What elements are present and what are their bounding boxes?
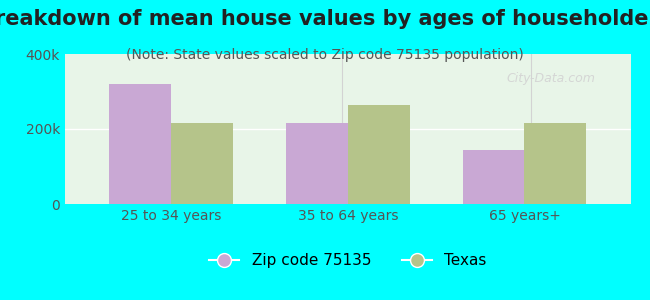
Text: (Note: State values scaled to Zip code 75135 population): (Note: State values scaled to Zip code 7… (126, 48, 524, 62)
Bar (286, 123, 348, 204)
Bar (525, 123, 586, 204)
Text: Breakdown of mean house values by ages of householders: Breakdown of mean house values by ages o… (0, 9, 650, 29)
Bar (109, 84, 171, 204)
Bar (348, 105, 410, 204)
Bar (171, 123, 233, 204)
Legend: Zip code 75135, Texas: Zip code 75135, Texas (203, 247, 493, 274)
Bar (463, 150, 525, 204)
Text: City-Data.com: City-Data.com (506, 72, 595, 85)
